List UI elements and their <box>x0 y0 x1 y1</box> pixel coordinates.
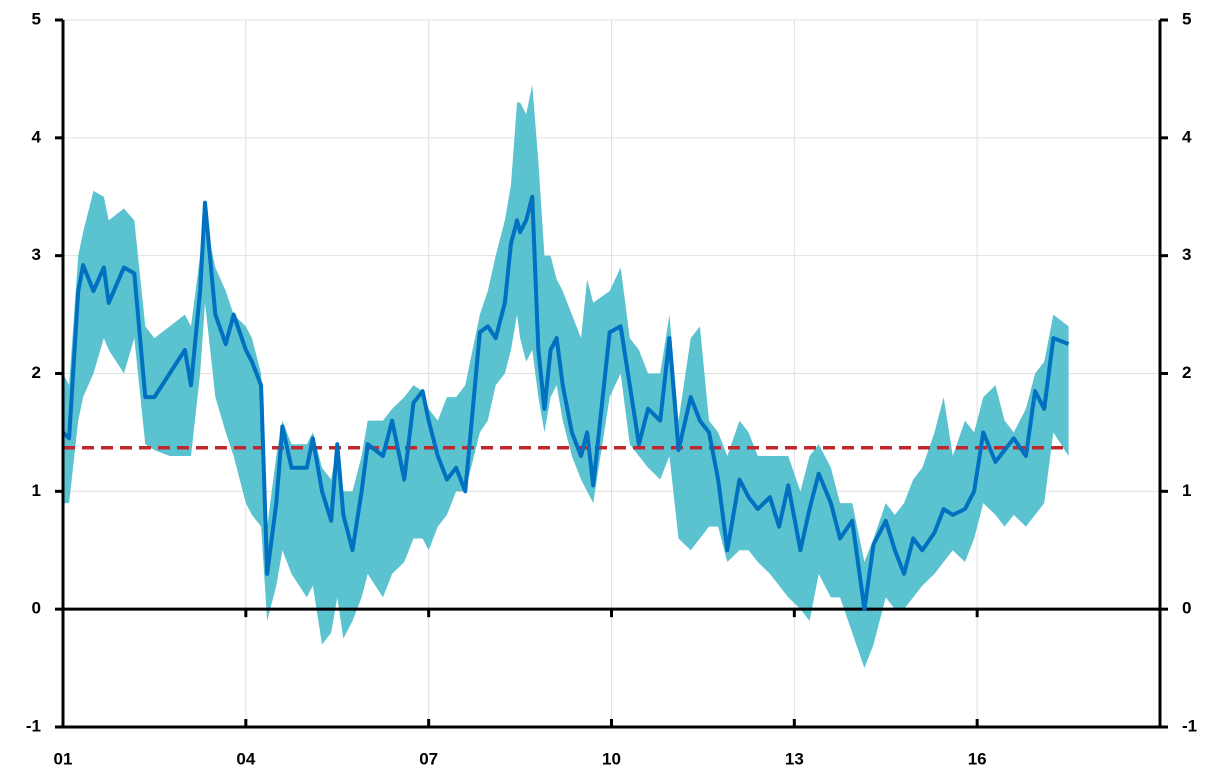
y-tick-label: 3 <box>32 245 41 264</box>
y2-tick-label: 5 <box>1182 9 1191 28</box>
y-tick-label: 1 <box>32 481 41 500</box>
y-tick-label: 5 <box>32 9 41 28</box>
y-tick-label: 0 <box>32 599 41 618</box>
y-tick-label: -1 <box>26 716 41 735</box>
y2-tick-label: 0 <box>1182 599 1191 618</box>
x-tick-label: 07 <box>419 749 438 768</box>
x-tick-label: 01 <box>54 749 73 768</box>
y-tick-label: 2 <box>32 363 41 382</box>
x-tick-label: 13 <box>785 749 804 768</box>
x-tick-label: 04 <box>236 749 255 768</box>
data-line <box>61 194 1070 612</box>
y-tick-label: 4 <box>32 127 42 146</box>
y2-tick-label: 3 <box>1182 245 1191 264</box>
x-tick-label: 10 <box>602 749 621 768</box>
y2-tick-label: -1 <box>1182 716 1197 735</box>
y2-tick-label: 1 <box>1182 481 1191 500</box>
y2-tick-label: 2 <box>1182 363 1191 382</box>
x-tick-label: 16 <box>968 749 987 768</box>
confidence-band <box>63 84 1069 669</box>
y2-tick-label: 4 <box>1182 127 1192 146</box>
